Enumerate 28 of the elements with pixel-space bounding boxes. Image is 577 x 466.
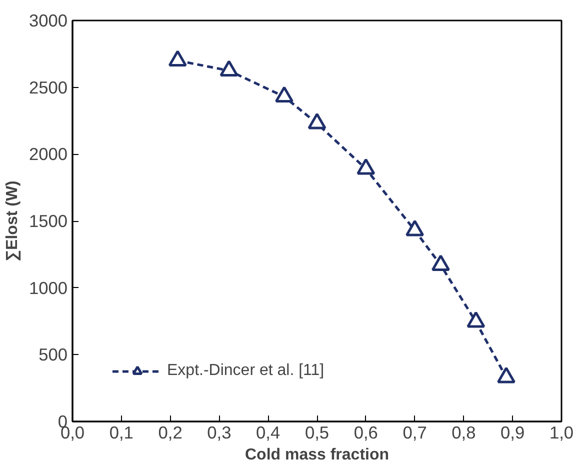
y-tick-label: 1000 [28, 278, 68, 298]
x-tick-label: 0,6 [354, 422, 378, 442]
y-tick-label: 2000 [28, 144, 68, 164]
point [356, 158, 376, 175]
point [406, 220, 424, 236]
y-tick-label: 500 [38, 344, 68, 365]
point [466, 311, 486, 328]
x-tick-label: 1,0 [549, 422, 574, 442]
y-tick-label: 3000 [28, 10, 68, 30]
point [308, 112, 326, 130]
x-tick-label: 0,1 [109, 422, 134, 442]
point [220, 60, 238, 76]
y-axis-title: ∑Elost (W) [4, 180, 21, 262]
x-tick-label: 0,2 [158, 422, 182, 442]
x-axis-title: Cold mass fraction [244, 446, 390, 464]
point [431, 254, 450, 271]
y-tick-label: 2500 [28, 77, 68, 98]
x-tick-label: 0,3 [207, 422, 232, 442]
x-tick-label: 0,9 [500, 422, 525, 442]
x-tick-label: 0,8 [452, 422, 476, 442]
y-tick-label: 1500 [28, 211, 68, 231]
x-tick-label: 0,5 [304, 422, 330, 442]
x-tick-label: 0,7 [402, 422, 427, 442]
legend-label: Expt.-Dincer et al. [11] [167, 362, 324, 380]
point [168, 50, 187, 66]
x-tick-label: 0,4 [256, 422, 281, 442]
point [496, 366, 516, 384]
point [274, 86, 294, 103]
